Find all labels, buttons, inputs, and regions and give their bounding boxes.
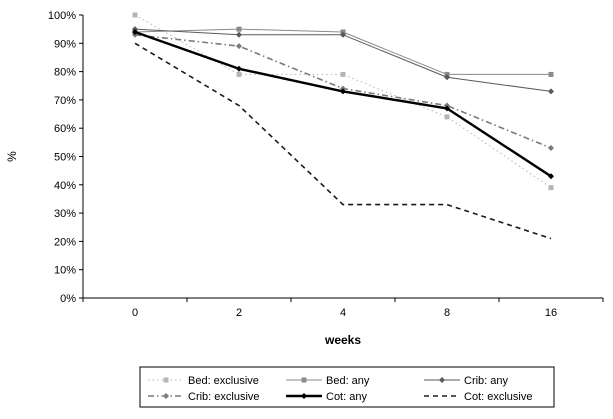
y-tick-label: 30%: [54, 208, 76, 220]
legend-label: Bed: exclusive: [188, 375, 259, 387]
x-axis: 0 2 4 8 16: [82, 297, 604, 319]
series-line: [134, 30, 552, 178]
y-tick-label: 100%: [48, 10, 76, 22]
x-axis-label: weeks: [324, 333, 361, 347]
x-tick-label: 2: [236, 307, 242, 319]
y-tick-label: 50%: [54, 152, 76, 164]
y-axis-label: %: [5, 151, 19, 162]
data-point: [132, 12, 138, 18]
legend-label: Cot: exclusive: [464, 391, 532, 403]
series-0: [132, 12, 554, 191]
legend-label: Crib: any: [464, 375, 509, 387]
data-point: [548, 88, 554, 95]
x-tick-label: 8: [444, 307, 450, 319]
data-point: [340, 88, 346, 95]
y-tick-label: 90%: [54, 38, 76, 50]
data-point: [548, 145, 554, 152]
data-point: [548, 185, 554, 191]
data-point: [548, 71, 554, 77]
data-point: [236, 43, 242, 50]
series-line: [134, 42, 552, 240]
data-point: [444, 74, 450, 81]
y-tick-label: 80%: [54, 67, 76, 79]
data-point: [444, 105, 450, 112]
data-point: [236, 26, 242, 32]
legend: Bed: exclusive Bed: any Crib: any Crib: exc…: [139, 366, 555, 408]
series-5: [134, 42, 552, 240]
series-line: [134, 14, 552, 189]
x-tick-label: 16: [545, 307, 557, 319]
series-4: [132, 28, 554, 180]
data-point: [236, 31, 242, 38]
data-point: [236, 71, 242, 77]
legend-swatch-marker: [439, 377, 445, 383]
series-2: [132, 26, 554, 95]
y-tick-label: 20%: [54, 236, 76, 248]
legend-swatch-marker: [301, 377, 307, 383]
data-point: [132, 28, 138, 35]
y-tick-label: 40%: [54, 180, 76, 192]
legend-swatch-marker: [301, 393, 307, 399]
data-point: [548, 173, 554, 180]
legend-box: [139, 366, 555, 408]
legend-label: Crib: exclusive: [188, 391, 260, 403]
data-point: [340, 31, 346, 38]
y-tick-label: 0%: [60, 293, 76, 305]
data-point: [340, 71, 346, 77]
legend-label: Bed: any: [326, 375, 370, 387]
x-tick-label: 0: [132, 307, 138, 319]
y-tick-label: 10%: [54, 265, 76, 277]
data-point: [444, 114, 450, 120]
data-point: [236, 65, 242, 72]
series-line: [134, 28, 552, 92]
legend-swatch-marker: [163, 393, 169, 399]
x-tick-label: 4: [340, 307, 346, 319]
legend-label: Cot: any: [326, 391, 367, 403]
y-axis: 0% 10% 20% 30% 40% 50% 60% 70% 80% 90% 100%: [48, 10, 84, 305]
legend-swatch-marker: [163, 377, 169, 383]
y-tick-label: 70%: [54, 95, 76, 107]
y-tick-label: 60%: [54, 123, 76, 135]
series-lines: [132, 12, 554, 240]
